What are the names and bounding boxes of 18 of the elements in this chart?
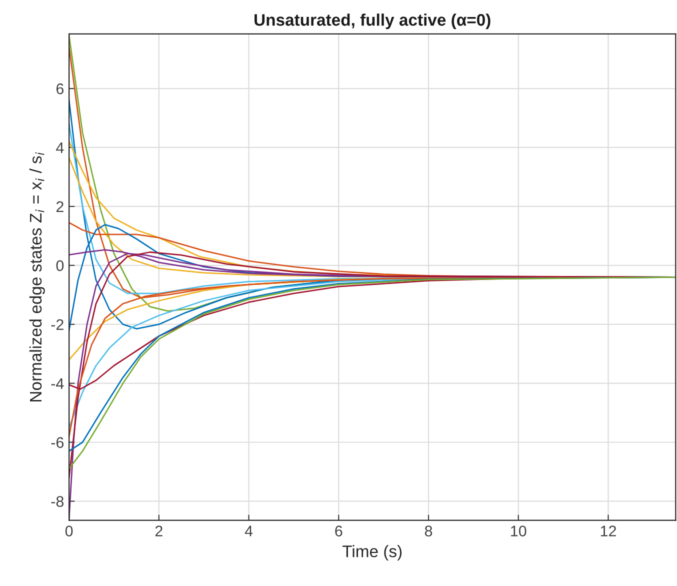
x-tick-label: 0 (65, 526, 73, 536)
x-axis-title: Time (s) (342, 545, 402, 561)
x-tick-label: 10 (511, 526, 526, 536)
y-tick-label: -6 (51, 437, 64, 448)
x-tick-label: 4 (244, 526, 253, 536)
y-tick-label: -8 (51, 496, 64, 507)
y-tick-label: 4 (56, 142, 64, 154)
y-tick-label: -4 (51, 378, 64, 389)
chart-title: Unsaturated, fully active (α=0) (254, 14, 490, 30)
y-tick-label: -2 (51, 319, 64, 330)
x-tick-label: 12 (600, 526, 616, 536)
y-tick-label: 6 (56, 83, 64, 94)
x-tick-label: 8 (424, 526, 432, 536)
x-tick-label: 2 (155, 526, 162, 536)
y-tick-label: 0 (56, 260, 64, 272)
y-axis-title: Normalized edge states Z$_{i}$ = x$_{i}$ / s$_{i}$ (29, 152, 45, 402)
x-tick-label: 6 (335, 526, 342, 536)
y-tick-label: 2 (56, 201, 64, 212)
